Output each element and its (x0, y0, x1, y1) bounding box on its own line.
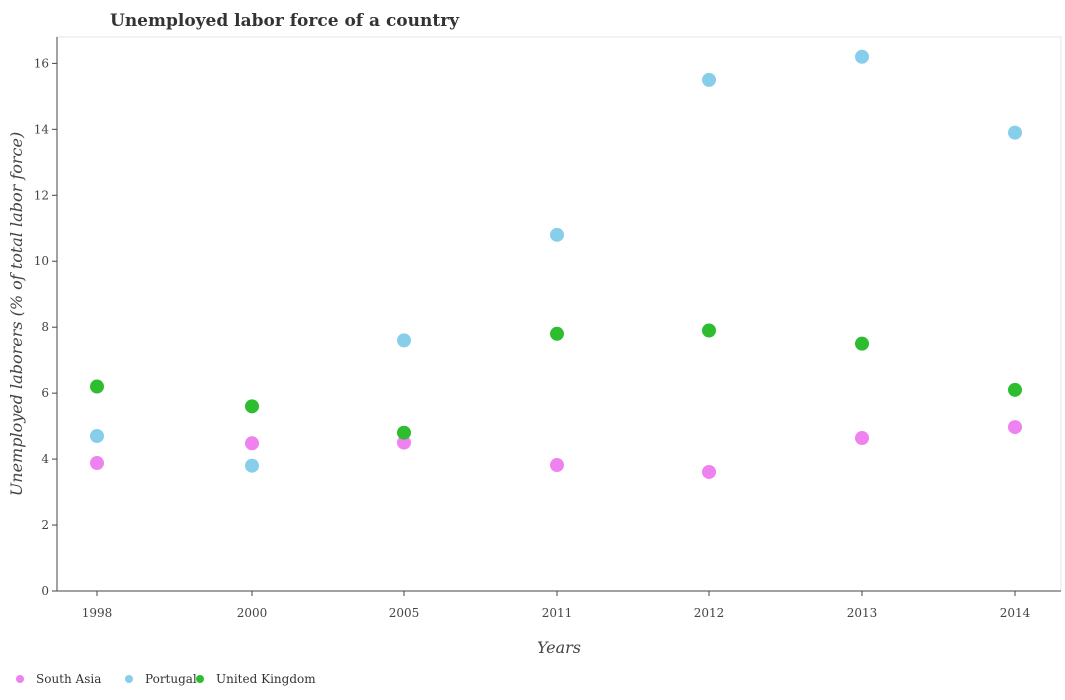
data-point (245, 436, 259, 451)
data-point (1008, 125, 1022, 140)
data-point (702, 464, 716, 479)
data-point (550, 227, 564, 242)
x-tick-label: 1998 (82, 606, 113, 620)
legend-label: Portugal (145, 672, 197, 686)
y-tick-label: 2 (41, 518, 49, 532)
x-tick-label: 2011 (542, 606, 573, 620)
data-point (397, 425, 411, 440)
data-points (90, 49, 1022, 479)
legend-marker (196, 675, 204, 683)
y-axis: 0 2 4 6 8 10 12 14 16 (34, 37, 58, 598)
data-point (90, 429, 104, 444)
data-point (855, 336, 869, 351)
data-point (90, 379, 104, 394)
data-point (1008, 382, 1022, 397)
data-point (550, 326, 564, 341)
y-tick-label: 12 (34, 188, 49, 202)
legend: South Asia Portugal United Kingdom (16, 672, 316, 686)
x-tick-label: 2005 (389, 606, 420, 620)
data-point (397, 333, 411, 348)
y-tick-label: 6 (41, 386, 49, 400)
data-point (702, 72, 716, 87)
data-point (1008, 420, 1022, 435)
data-point (702, 323, 716, 338)
chart-title: Unemployed labor force of a country (110, 11, 460, 31)
y-tick-label: 16 (34, 56, 49, 70)
x-axis: 1998 2000 2005 2011 2012 2013 2014 (57, 590, 1061, 620)
legend-marker (125, 675, 133, 683)
legend-label: United Kingdom (216, 672, 316, 686)
legend-label: South Asia (36, 672, 101, 686)
data-point (855, 49, 869, 64)
y-tick-label: 14 (34, 122, 50, 136)
x-tick-label: 2013 (847, 606, 878, 620)
data-point (90, 456, 104, 471)
y-tick-label: 8 (41, 320, 49, 334)
y-tick-label: 10 (34, 254, 49, 268)
legend-marker (16, 675, 24, 683)
x-tick-label: 2012 (694, 606, 725, 620)
data-point (397, 435, 411, 450)
x-tick-label: 2014 (1000, 606, 1031, 620)
plot-area (56, 36, 1062, 592)
data-point (855, 430, 869, 445)
y-tick-label: 4 (41, 452, 49, 466)
data-point (245, 458, 259, 473)
data-point (550, 458, 564, 473)
y-tick-label: 0 (41, 584, 49, 598)
x-axis-label: Years (537, 638, 581, 657)
data-point (245, 399, 259, 414)
x-tick-label: 2000 (237, 606, 268, 620)
y-axis-label: Unemployed laborers (% of total labor fo… (7, 132, 26, 496)
